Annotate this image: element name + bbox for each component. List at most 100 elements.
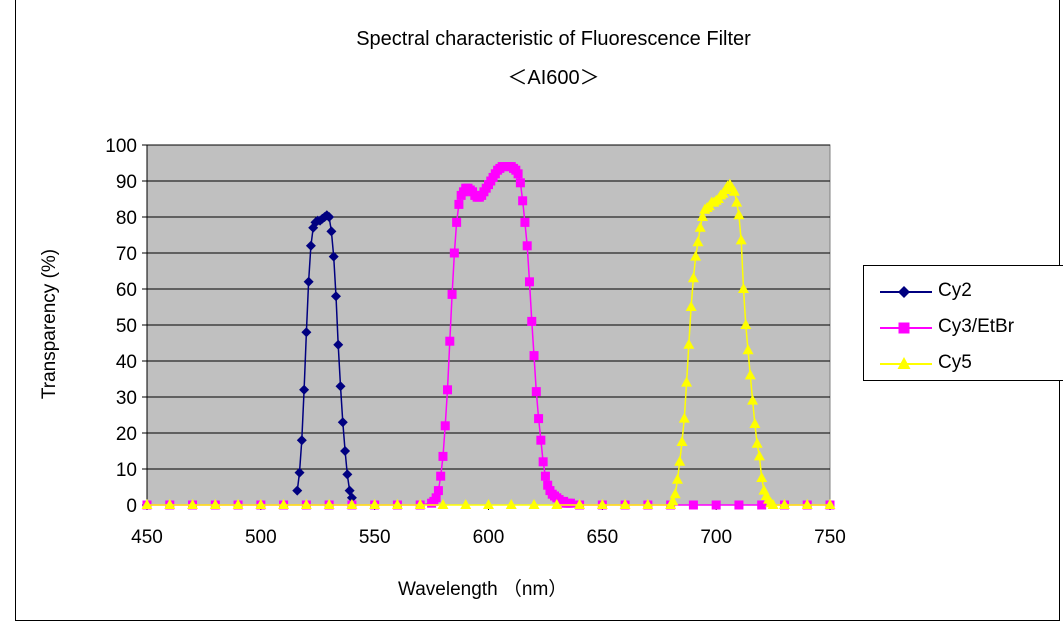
data-point (749, 418, 761, 428)
data-point (305, 240, 316, 251)
data-point (694, 221, 706, 232)
data-point (346, 492, 357, 503)
data-point (744, 369, 756, 380)
x-tick-label: 650 (586, 527, 618, 548)
gridlines (147, 144, 830, 470)
data-point (690, 250, 702, 261)
data-point (483, 499, 494, 509)
data-point (538, 457, 548, 467)
data-point (452, 217, 462, 227)
data-point (346, 499, 358, 509)
x-tick-label: 700 (700, 527, 732, 548)
data-point (323, 499, 335, 509)
data-point (330, 291, 341, 302)
data-point (326, 226, 337, 237)
data-point (520, 217, 530, 227)
data-point (737, 283, 749, 293)
chart-subtitle: ＜AI600＞ (507, 67, 600, 89)
data-point (328, 251, 339, 262)
data-point (454, 199, 464, 209)
data-point (574, 499, 586, 509)
data-point (753, 450, 765, 461)
data-point (751, 437, 763, 448)
x-tick-label: 600 (473, 527, 505, 548)
data-point (697, 211, 709, 221)
data-point (518, 196, 528, 206)
data-point (447, 289, 457, 299)
y-tick-label: 60 (116, 280, 137, 301)
data-point (335, 381, 346, 392)
data-point (676, 436, 688, 446)
x-tick-label: 500 (245, 527, 277, 548)
data-point (294, 467, 305, 478)
data-point (733, 209, 745, 220)
legend-label: Cy5 (938, 352, 972, 373)
data-point (438, 451, 448, 461)
legend-swatch (880, 357, 932, 369)
data-point (449, 248, 459, 258)
data-point (642, 499, 654, 509)
x-tick-label: 550 (359, 527, 391, 548)
data-point (255, 499, 267, 509)
data-point (301, 327, 312, 338)
data-point (164, 499, 176, 509)
data-point (681, 376, 693, 387)
data-point (711, 500, 721, 510)
data-point (734, 500, 744, 510)
data-point (437, 499, 449, 509)
data-point (683, 338, 695, 349)
data-point (540, 471, 550, 481)
data-point (187, 499, 199, 509)
data-point (565, 498, 575, 508)
legend-swatch (880, 322, 932, 334)
y-tick-label: 20 (116, 424, 137, 445)
series-layer (141, 162, 836, 510)
legend-swatch (880, 286, 932, 298)
data-point (529, 351, 539, 361)
y-tick-label: 50 (116, 316, 137, 337)
x-tick-label: 450 (131, 527, 163, 548)
legend-item: Cy5 (864, 346, 1063, 382)
data-point (303, 276, 314, 287)
data-point (747, 394, 759, 405)
data-point (687, 272, 699, 283)
legend-label: Cy3/EtBr (938, 316, 1015, 337)
legend: Cy2 Cy3/EtBr Cy5 (863, 265, 1063, 381)
data-point (735, 234, 747, 245)
data-point (742, 344, 754, 355)
data-point (340, 446, 351, 456)
legend-label: Cy2 (938, 280, 972, 301)
data-point (414, 499, 426, 509)
data-point (299, 384, 310, 395)
data-point (292, 485, 303, 496)
data-point (337, 417, 348, 428)
data-point (692, 236, 704, 247)
data-point (671, 473, 683, 484)
data-point (445, 336, 455, 346)
data-point (536, 435, 546, 445)
x-axis-label: Wavelength （nm） (398, 579, 568, 600)
data-point (543, 480, 553, 490)
data-point (505, 499, 517, 509)
x-tick-label: 750 (814, 527, 846, 548)
data-point (515, 178, 525, 188)
series-cy5 (141, 178, 836, 509)
data-point (728, 185, 740, 196)
legend-marker (898, 286, 910, 298)
data-point (678, 412, 690, 423)
legend-item: Cy2 (864, 274, 1063, 310)
data-point (619, 499, 631, 509)
data-point (443, 385, 453, 395)
y-tick-label: 30 (116, 388, 137, 409)
y-tick-label: 40 (116, 352, 137, 373)
data-point (534, 414, 544, 424)
data-point (824, 499, 836, 509)
data-point (801, 499, 813, 509)
data-point (300, 499, 312, 509)
data-point (767, 499, 779, 509)
data-point (551, 499, 563, 509)
data-point (524, 277, 534, 287)
data-point (527, 316, 537, 326)
data-point (369, 499, 381, 509)
